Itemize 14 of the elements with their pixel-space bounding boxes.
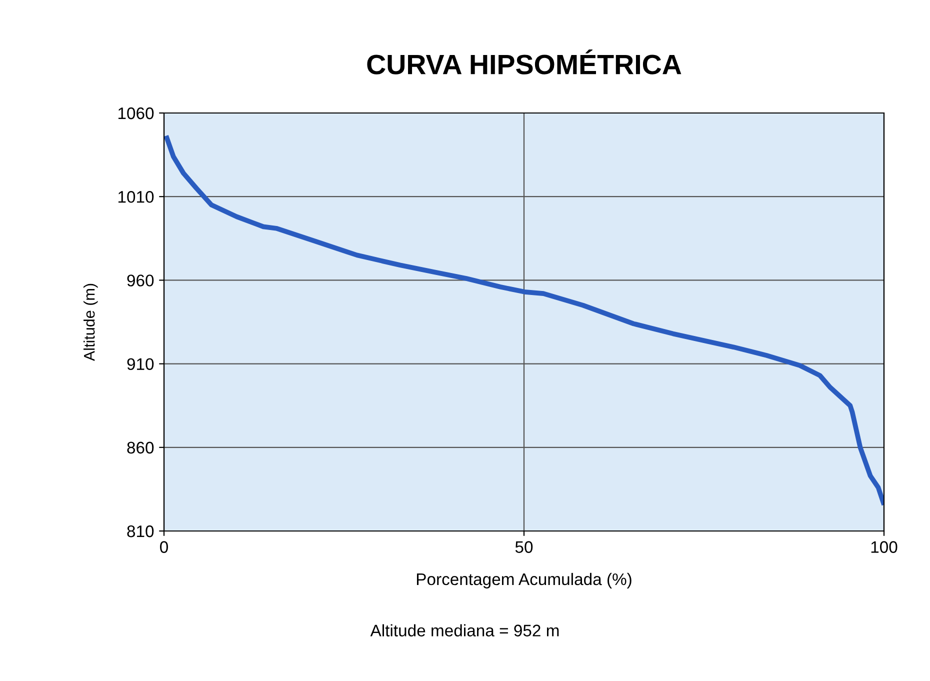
y-tick-label: 960 <box>127 274 154 286</box>
y-tick-label: 1010 <box>118 191 154 203</box>
text: Altitude mediana = 952 m <box>370 624 559 636</box>
x-axis-title: Porcentagem Acumulada (%) <box>416 572 632 588</box>
x-tick-label: 0 <box>160 541 168 553</box>
chart-title: CURVA HIPSOMÉTRICA <box>367 49 682 74</box>
y-tick-label: 910 <box>127 358 154 370</box>
line-series <box>164 136 884 506</box>
y-tick-label: 810 <box>127 525 154 538</box>
x-tick-label: 100 <box>871 541 898 553</box>
y-tick-label: 1060 <box>118 107 154 120</box>
y-axis-title: Altitude (m) <box>84 284 98 362</box>
y-tick-label: 860 <box>127 442 154 454</box>
x-tick-label: 50 <box>515 541 533 553</box>
